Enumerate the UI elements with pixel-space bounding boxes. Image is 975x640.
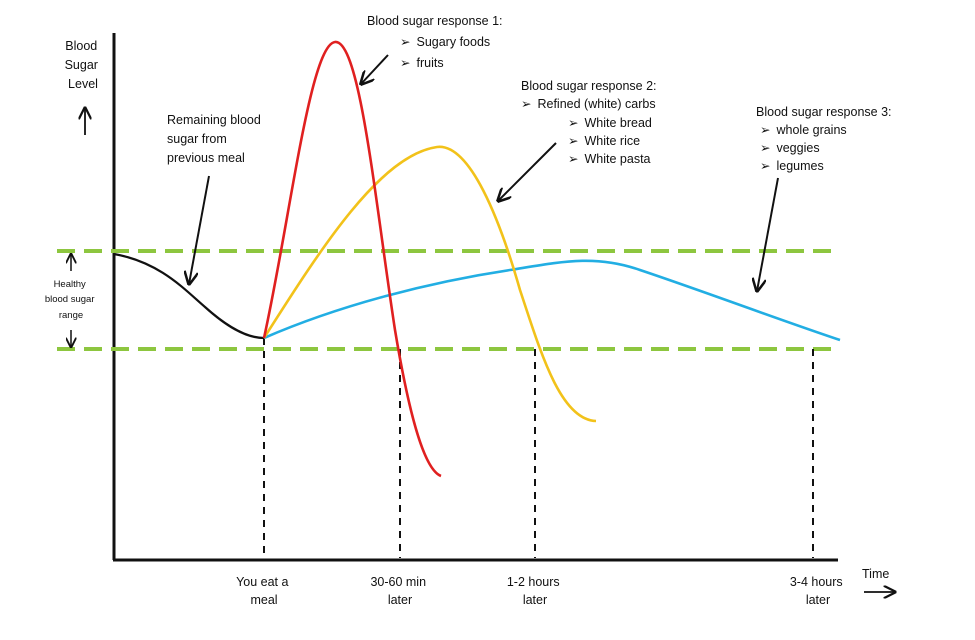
- response2-pointer-arrow: [498, 142, 557, 201]
- remaining-annotation-line: sugar from: [167, 132, 227, 146]
- x-tick-label-line: later: [388, 593, 412, 607]
- response2-item-label: White pasta: [584, 152, 650, 166]
- response1-item-label: fruits: [416, 56, 443, 70]
- response1-title: Blood sugar response 1:: [367, 14, 503, 28]
- remaining-annotation: Remaining blood sugar from previous meal: [167, 113, 264, 165]
- remaining-annotation-line: Remaining blood: [167, 113, 261, 127]
- x-tick-label: 1-2 hours later: [507, 575, 563, 607]
- x-tick-label-line: meal: [250, 593, 277, 607]
- bullet-icon: ➢: [760, 159, 770, 173]
- response1-item: ➢ Sugary foods: [400, 35, 490, 49]
- y-axis-label-line: Sugar: [65, 58, 98, 72]
- bullet-icon: ➢: [568, 134, 578, 148]
- bullet-icon: ➢: [400, 35, 410, 49]
- y-axis-label-line: Level: [68, 77, 98, 91]
- response2-item: ➢ White rice: [568, 134, 640, 148]
- bullet-icon: ➢: [568, 152, 578, 166]
- response2-item-label: White rice: [584, 134, 640, 148]
- x-tick-label-line: 3-4 hours: [790, 575, 843, 589]
- response2-item-label: White bread: [584, 116, 651, 130]
- x-tick-label: 30-60 min later: [370, 575, 429, 607]
- response2-item-label: Refined (white) carbs: [537, 97, 655, 111]
- response1-pointer-arrow: [361, 54, 389, 84]
- response1-item: ➢ fruits: [400, 56, 444, 70]
- bullet-icon: ➢: [760, 123, 770, 137]
- response2-item: ➢ White pasta: [568, 152, 651, 166]
- response2-curve: [262, 145, 597, 423]
- response2-item: ➢ Refined (white) carbs: [521, 97, 656, 111]
- response3-item-label: legumes: [776, 159, 823, 173]
- bullet-icon: ➢: [568, 116, 578, 130]
- x-tick-label: You eat a meal: [236, 575, 292, 607]
- x-tick-label-line: later: [523, 593, 547, 607]
- healthy-range-label-line: range: [59, 310, 83, 321]
- bullet-icon: ➢: [400, 56, 410, 70]
- bullet-icon: ➢: [521, 97, 531, 111]
- baseline-curve: [113, 252, 265, 340]
- x-tick-label-line: You eat a: [236, 575, 288, 589]
- bullet-icon: ➢: [760, 141, 770, 155]
- response3-item-label: veggies: [776, 141, 819, 155]
- y-axis-label-line: Blood: [65, 39, 97, 53]
- response3-curve: [263, 259, 841, 342]
- response1-item-label: Sugary foods: [416, 35, 490, 49]
- response2-item: ➢ White bread: [568, 116, 652, 130]
- healthy-range-label-line: Healthy: [54, 279, 86, 290]
- x-tick-label: 3-4 hours later: [790, 575, 846, 607]
- response3-item-label: whole grains: [775, 123, 846, 137]
- remaining-annotation-line: previous meal: [167, 151, 245, 165]
- response3-pointer-arrow: [757, 177, 779, 291]
- x-tick-label-line: 30-60 min: [370, 575, 426, 589]
- response3-item: ➢ legumes: [760, 159, 824, 173]
- response2-title: Blood sugar response 2:: [521, 79, 657, 93]
- y-axis-label: Blood Sugar Level: [65, 39, 102, 91]
- x-axis-label: Time: [862, 567, 889, 581]
- x-tick-label-line: later: [806, 593, 830, 607]
- healthy-range-label: Healthy blood sugar range: [45, 279, 97, 321]
- remaining-pointer-arrow: [189, 175, 210, 284]
- response3-item: ➢ veggies: [760, 141, 820, 155]
- x-tick-label-line: 1-2 hours: [507, 575, 560, 589]
- healthy-range-label-line: blood sugar: [45, 294, 95, 305]
- response3-item: ➢ whole grains: [760, 123, 847, 137]
- response1-curve: [262, 40, 442, 478]
- response3-title: Blood sugar response 3:: [756, 105, 892, 119]
